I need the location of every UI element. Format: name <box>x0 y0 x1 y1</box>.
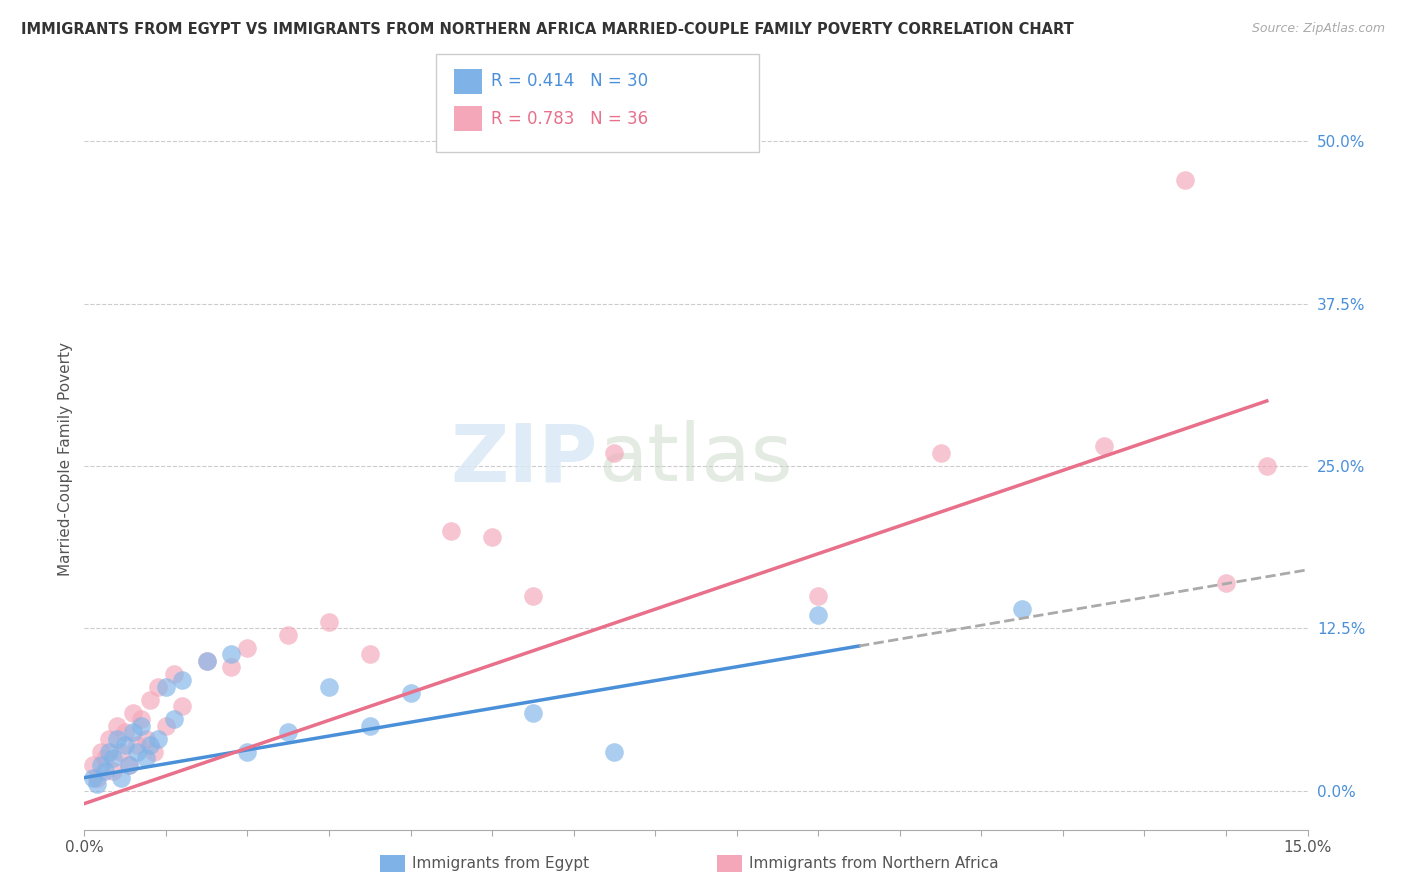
Point <box>135 731 157 746</box>
Point <box>172 673 194 688</box>
Point <box>131 712 153 726</box>
Point <box>172 699 194 714</box>
Point <box>1011 601 1033 615</box>
Point <box>138 738 160 752</box>
Point <box>93 751 115 765</box>
Text: Source: ZipAtlas.com: Source: ZipAtlas.com <box>1251 22 1385 36</box>
Point <box>93 764 115 778</box>
Point <box>114 725 136 739</box>
Point <box>399 686 422 700</box>
Point <box>118 757 141 772</box>
Point <box>219 660 242 674</box>
Point <box>440 524 463 538</box>
Point <box>97 731 120 746</box>
Point <box>122 706 145 720</box>
Point <box>82 771 104 785</box>
Point <box>219 647 242 661</box>
Text: R = 0.414   N = 30: R = 0.414 N = 30 <box>491 72 648 90</box>
Point <box>90 745 112 759</box>
Point <box>127 745 149 759</box>
Point <box>101 764 124 778</box>
Point <box>142 745 165 759</box>
Point <box>90 757 112 772</box>
Point <box>138 692 160 706</box>
Point <box>522 589 544 603</box>
Point <box>101 751 124 765</box>
Point <box>603 745 626 759</box>
Point <box>155 719 177 733</box>
Point <box>807 589 830 603</box>
Point <box>1215 575 1237 590</box>
Point <box>131 719 153 733</box>
Text: IMMIGRANTS FROM EGYPT VS IMMIGRANTS FROM NORTHERN AFRICA MARRIED-COUPLE FAMILY P: IMMIGRANTS FROM EGYPT VS IMMIGRANTS FROM… <box>21 22 1074 37</box>
Point <box>236 640 259 655</box>
Point <box>195 654 218 668</box>
Point <box>481 530 503 544</box>
Point <box>318 680 340 694</box>
Point <box>359 647 381 661</box>
Point <box>127 738 149 752</box>
Point <box>86 771 108 785</box>
Point <box>97 745 120 759</box>
Point <box>118 757 141 772</box>
Text: ZIP: ZIP <box>451 420 598 499</box>
Point <box>359 719 381 733</box>
Point <box>277 628 299 642</box>
Point <box>110 771 132 785</box>
Point <box>1092 439 1115 453</box>
Point <box>114 738 136 752</box>
Point <box>807 608 830 623</box>
Point <box>522 706 544 720</box>
Point <box>163 666 186 681</box>
Y-axis label: Married-Couple Family Poverty: Married-Couple Family Poverty <box>58 343 73 576</box>
Point <box>603 446 626 460</box>
Point <box>146 731 169 746</box>
Point <box>163 712 186 726</box>
Point <box>236 745 259 759</box>
Text: R = 0.783   N = 36: R = 0.783 N = 36 <box>491 110 648 128</box>
Point <box>122 725 145 739</box>
Point <box>146 680 169 694</box>
Point <box>1174 173 1197 187</box>
Text: Immigrants from Egypt: Immigrants from Egypt <box>412 856 589 871</box>
Point <box>86 777 108 791</box>
Point <box>82 757 104 772</box>
Point <box>110 745 132 759</box>
Point <box>105 719 128 733</box>
Point <box>155 680 177 694</box>
Point <box>318 615 340 629</box>
Text: Immigrants from Northern Africa: Immigrants from Northern Africa <box>749 856 1000 871</box>
Text: atlas: atlas <box>598 420 793 499</box>
Point <box>277 725 299 739</box>
Point <box>1256 458 1278 473</box>
Point <box>929 446 952 460</box>
Point <box>105 731 128 746</box>
Point <box>135 751 157 765</box>
Point <box>195 654 218 668</box>
